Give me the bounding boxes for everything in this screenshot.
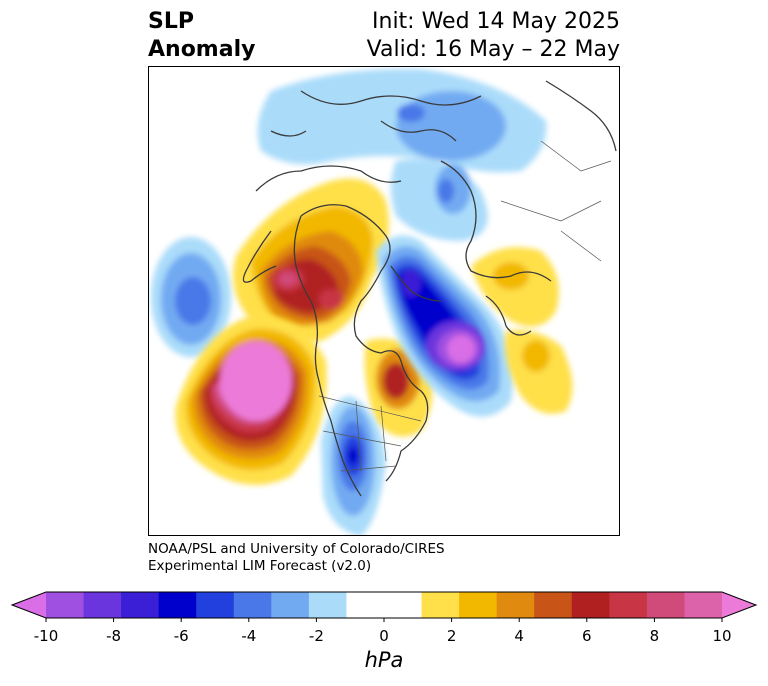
colorbar-tick-label: -4	[241, 627, 257, 645]
colorbar-segment	[233, 592, 272, 618]
map-title: SLP Anomaly	[148, 8, 255, 64]
colorbar-tick-label: 0	[379, 627, 389, 645]
borders	[318, 140, 612, 472]
credit-text: NOAA/PSL and University of Colorado/CIRE…	[148, 541, 445, 575]
colorbar-segment	[83, 592, 122, 618]
colorbar-segment	[46, 592, 85, 618]
colorbar-tick-label: -6	[173, 627, 189, 645]
coastlines	[242, 80, 617, 497]
colorbar-segment	[609, 592, 648, 618]
colorbar-segment	[271, 592, 310, 618]
pacific-high-anomaly	[175, 315, 327, 485]
colorbar	[10, 591, 758, 622]
map-panel	[148, 66, 620, 536]
colorbar-segment	[684, 592, 723, 618]
colorbar-tick-label: 10	[712, 627, 732, 645]
colorbar-segment	[571, 592, 610, 618]
us-low-anomaly	[321, 396, 386, 535]
colorbar-extend-max	[722, 592, 756, 618]
credit-line-2: Experimental LIM Forecast (v2.0)	[148, 558, 372, 574]
colorbar-tick-label: -2	[308, 627, 324, 645]
atlantic-low-anomaly	[376, 235, 513, 417]
colorbar-tick-label: 8	[649, 627, 660, 645]
colorbar-unit-label: hPa	[364, 648, 404, 672]
colorbar-tick-label: 2	[446, 627, 457, 645]
colorbar-segment	[646, 592, 685, 618]
colorbar-segment	[346, 592, 385, 618]
colorbar-segment	[196, 592, 235, 618]
valid-range: Valid: 16 May – 22 May	[366, 37, 620, 62]
title-line-2: Anomaly	[148, 37, 256, 62]
colorbar-tick-label: 4	[514, 627, 524, 645]
colorbar-extend-min	[12, 592, 46, 618]
pacific-low-anomaly	[151, 237, 231, 357]
anomaly-map	[151, 68, 617, 535]
init-date: Init: Wed 14 May 2025	[372, 9, 620, 34]
colorbar-tick-label: -8	[106, 627, 122, 645]
colorbar-tick-label: 6	[582, 627, 592, 645]
title-line-1: SLP	[148, 9, 194, 34]
forecast-dates: Init: Wed 14 May 2025 Valid: 16 May – 22…	[367, 8, 620, 64]
canada-high-anomaly	[233, 178, 389, 342]
colorbar-segment	[308, 592, 347, 618]
credit-line-1: NOAA/PSL and University of Colorado/CIRE…	[148, 541, 445, 557]
colorbar-segment	[421, 592, 460, 618]
colorbar-segment	[534, 592, 573, 618]
colorbar-segment	[496, 592, 535, 618]
colorbar-segment	[121, 592, 160, 618]
europe-high-anomaly	[471, 247, 573, 414]
colorbar-segment	[384, 592, 423, 618]
colorbar-segment	[459, 592, 498, 618]
colorbar-tick-label: -10	[33, 627, 59, 645]
colorbar-segment	[158, 592, 197, 618]
